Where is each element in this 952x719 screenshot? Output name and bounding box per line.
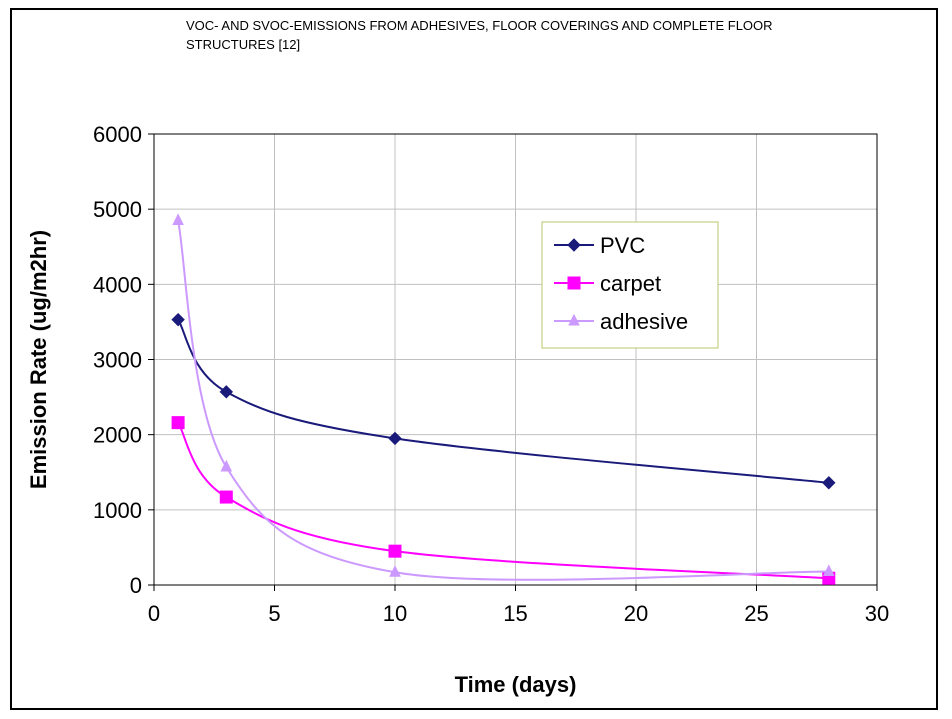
legend-item-pvc: PVC — [554, 233, 645, 258]
data-point-pvc — [219, 385, 234, 399]
data-point-adhesive — [220, 459, 233, 472]
data-point-pvc — [822, 476, 836, 490]
y-tick-label: 2000 — [93, 423, 142, 448]
legend: PVC carpet adhesive — [541, 221, 719, 349]
x-tick-label: 10 — [383, 601, 407, 626]
y-tick-label: 5000 — [93, 197, 142, 222]
legend-label-pvc: PVC — [600, 233, 645, 258]
y-tick-label: 0 — [130, 573, 142, 598]
y-tick-label: 3000 — [93, 348, 142, 373]
legend-marker-pvc — [567, 238, 581, 252]
data-point-adhesive — [822, 564, 835, 576]
data-point-pvc — [171, 312, 185, 327]
series-pvc — [171, 312, 836, 490]
data-point-adhesive — [389, 565, 401, 577]
axis-ticks: 0 5 10 15 20 25 30 0 1000 2000 3000 4000 5000 6000 — [93, 122, 889, 626]
series-line-pvc — [177, 319, 829, 484]
x-tick-label: 30 — [865, 601, 889, 626]
data-point-carpet — [171, 416, 185, 430]
legend-item-adhesive: adhesive — [554, 309, 688, 334]
x-tick-label: 15 — [503, 601, 527, 626]
data-point-pvc — [388, 431, 402, 446]
series-layer — [171, 213, 836, 585]
y-tick-label: 4000 — [93, 272, 142, 297]
x-tick-label: 5 — [268, 601, 280, 626]
y-tick-label: 6000 — [93, 122, 142, 147]
x-tick-label: 0 — [148, 601, 160, 626]
data-point-adhesive — [172, 213, 184, 225]
data-point-carpet — [219, 490, 233, 504]
series-line-carpet — [177, 422, 829, 580]
legend-label-carpet: carpet — [600, 271, 661, 296]
legend-item-carpet: carpet — [554, 271, 661, 296]
legend-label-adhesive: adhesive — [600, 309, 688, 334]
data-point-carpet — [388, 544, 402, 558]
legend-marker-carpet — [567, 276, 581, 290]
series-line-adhesive — [177, 220, 829, 581]
series-adhesive — [172, 213, 835, 581]
y-tick-label: 1000 — [93, 498, 142, 523]
x-tick-label: 20 — [624, 601, 648, 626]
chart-title: VOC- AND SVOC-EMISSIONS FROM ADHESIVES, … — [186, 18, 773, 52]
series-carpet — [171, 416, 836, 585]
x-axis-label: Time (days) — [455, 672, 577, 697]
x-tick-label: 25 — [744, 601, 768, 626]
y-axis-label: Emission Rate (ug/m2hr) — [26, 230, 51, 489]
legend-marker-adhesive — [568, 313, 580, 326]
